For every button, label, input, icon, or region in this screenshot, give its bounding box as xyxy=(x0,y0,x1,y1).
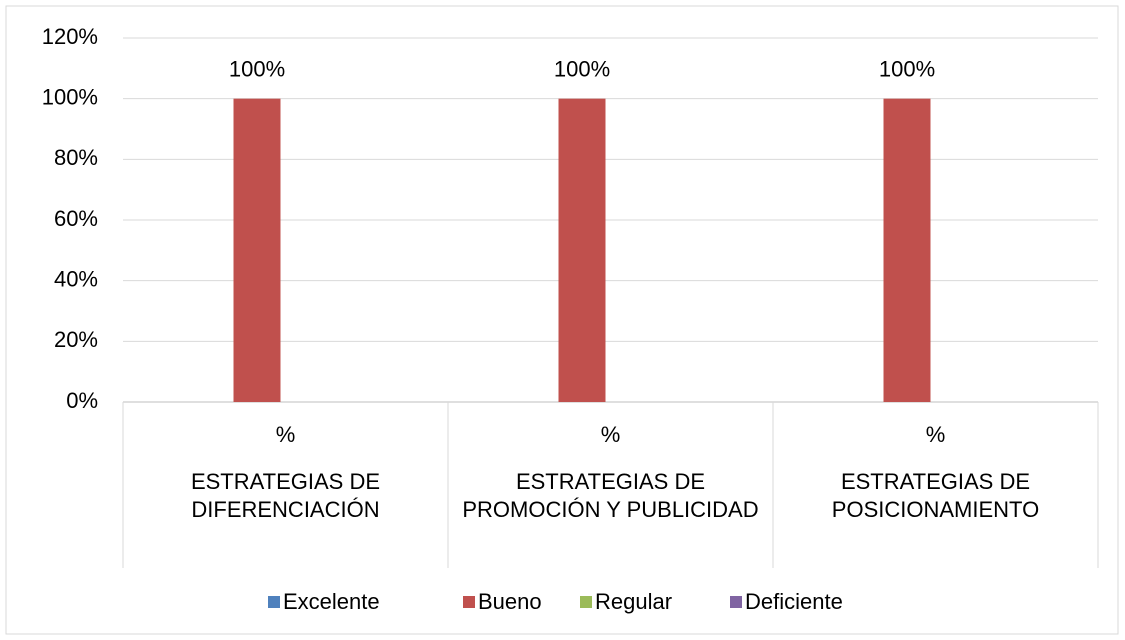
x-tick-label: % xyxy=(601,422,621,447)
legend-label: Bueno xyxy=(478,589,542,614)
legend-label: Deficiente xyxy=(745,589,843,614)
legend-swatch xyxy=(268,596,280,608)
x-tick-label: % xyxy=(926,422,946,447)
bar xyxy=(883,98,931,403)
y-tick-label: 60% xyxy=(54,206,98,231)
data-label: 100% xyxy=(879,56,935,81)
data-label: 100% xyxy=(229,56,285,81)
legend-label: Excelente xyxy=(283,589,380,614)
y-tick-label: 20% xyxy=(54,327,98,352)
y-tick-label: 80% xyxy=(54,145,98,170)
bar xyxy=(558,98,606,403)
legend-swatch xyxy=(463,596,475,608)
x-tick-label: % xyxy=(276,422,296,447)
data-label: 100% xyxy=(554,56,610,81)
y-tick-label: 100% xyxy=(42,84,98,109)
category-group-label: ESTRATEGIAS DE PROMOCIÓN Y PUBLICIDAD xyxy=(462,469,759,522)
legend-swatch xyxy=(730,596,742,608)
category-group-label: ESTRATEGIAS DE POSICIONAMIENTO xyxy=(831,469,1040,522)
category-group-label: ESTRATEGIAS DE DIFERENCIACIÓN xyxy=(190,469,381,522)
legend-swatch xyxy=(580,596,592,608)
bar xyxy=(233,98,281,403)
y-tick-label: 120% xyxy=(42,24,98,49)
legend-label: Regular xyxy=(595,589,672,614)
y-tick-label: 0% xyxy=(66,388,98,413)
y-tick-label: 40% xyxy=(54,266,98,291)
